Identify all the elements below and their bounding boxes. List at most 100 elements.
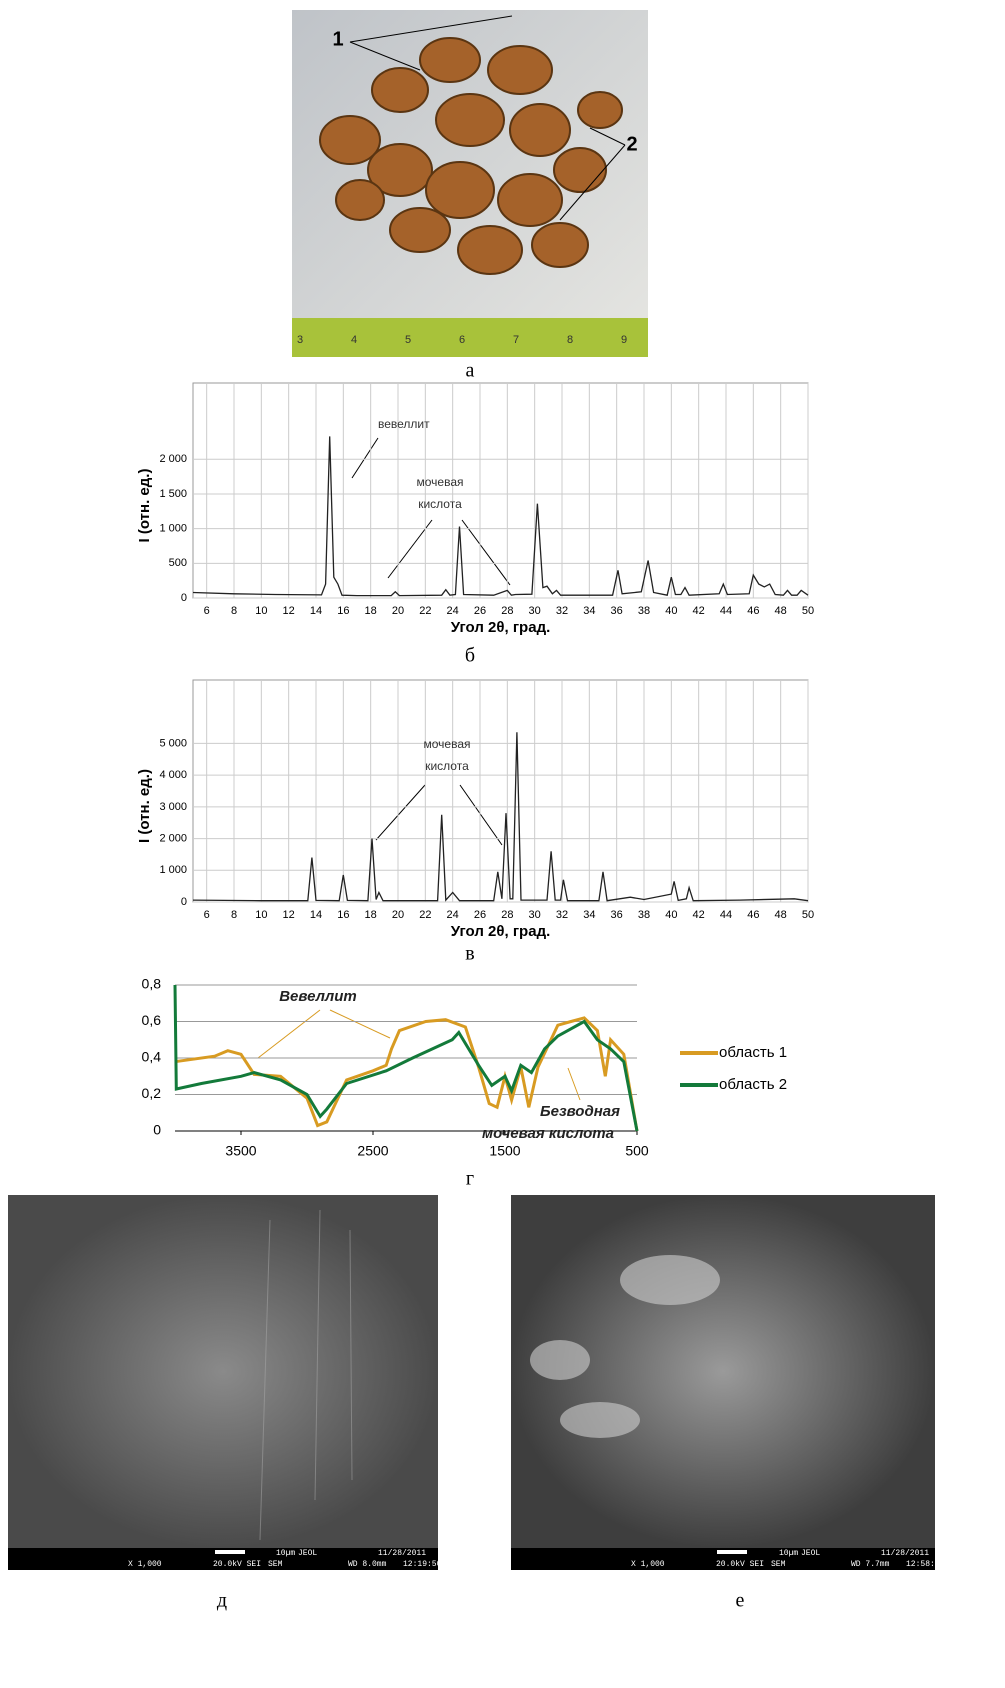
plot-frame bbox=[193, 383, 808, 598]
x-tick-label: 30 bbox=[529, 605, 541, 617]
x-tick-label: 32 bbox=[556, 909, 568, 921]
x-tick-label: 3500 bbox=[225, 1143, 256, 1159]
sem-info: WD 8.0mm bbox=[348, 1560, 387, 1569]
sem-images bbox=[8, 1195, 935, 1570]
x-tick-label: 40 bbox=[665, 909, 677, 921]
y-tick-label: 2 000 bbox=[159, 832, 187, 844]
photo bbox=[292, 10, 648, 357]
panel-caption: д bbox=[217, 1590, 227, 1612]
panel-caption: а bbox=[466, 360, 475, 382]
panel-caption: в bbox=[465, 943, 474, 965]
ruler-number: 8 bbox=[567, 334, 573, 346]
annotation: мочевая bbox=[417, 475, 464, 489]
x-tick-label: 6 bbox=[204, 605, 210, 617]
sem-info: 10µm bbox=[779, 1549, 798, 1558]
x-tick-label: 1500 bbox=[489, 1143, 520, 1159]
y-tick-label: 3 000 bbox=[159, 801, 187, 813]
sem-info: 11/28/2011 bbox=[881, 1549, 929, 1558]
y-tick-label: 500 bbox=[169, 557, 187, 569]
sem-info: 10µm bbox=[276, 1549, 295, 1558]
x-tick-label: 48 bbox=[775, 909, 787, 921]
page: {"figure":{"captions":["а","б","в","г","… bbox=[0, 0, 1005, 1688]
x-tick-label: 8 bbox=[231, 605, 237, 617]
legend-label: область 1 bbox=[719, 1044, 787, 1061]
x-tick-label: 28 bbox=[501, 909, 513, 921]
x-tick-label: 42 bbox=[693, 605, 705, 617]
y-axis-label: I (отн. ед.) bbox=[136, 769, 153, 843]
sem-info: X 1,000 bbox=[128, 1560, 162, 1569]
x-tick-label: 34 bbox=[583, 605, 595, 617]
sem-info: WD 7.7mm bbox=[851, 1560, 890, 1569]
x-tick-label: 2500 bbox=[357, 1143, 388, 1159]
y-tick-label: 1 500 bbox=[159, 488, 187, 500]
panel-caption: г bbox=[466, 1168, 474, 1190]
x-tick-label: 16 bbox=[337, 605, 349, 617]
panel-caption: е bbox=[736, 1590, 745, 1612]
sem-info: 11/28/2011 bbox=[378, 1549, 426, 1558]
x-tick-label: 10 bbox=[255, 605, 267, 617]
figure: абвгде123456789X 1,00020.0kV SEISEM10µmJ… bbox=[0, 0, 1005, 1688]
x-tick-label: 44 bbox=[720, 605, 732, 617]
x-tick-label: 16 bbox=[337, 909, 349, 921]
y-axis-label: I (отн. ед.) bbox=[136, 469, 153, 543]
sem-info: JEOL bbox=[298, 1549, 317, 1558]
marker-label: 1 bbox=[332, 28, 343, 50]
annotation: мочевая bbox=[424, 737, 471, 751]
sem-info: JEOL bbox=[801, 1549, 820, 1558]
x-tick-label: 12 bbox=[283, 909, 295, 921]
y-tick-label: 5 000 bbox=[159, 737, 187, 749]
x-tick-label: 40 bbox=[665, 605, 677, 617]
annotation: Вевеллит bbox=[279, 988, 357, 1005]
y-tick-label: 0 bbox=[181, 896, 187, 908]
x-tick-label: 38 bbox=[638, 909, 650, 921]
y-tick-label: 0,2 bbox=[142, 1085, 162, 1101]
x-tick-label: 20 bbox=[392, 605, 404, 617]
annotation: вевеллит bbox=[378, 417, 430, 431]
ruler-number: 6 bbox=[459, 334, 465, 346]
y-tick-label: 0,8 bbox=[142, 976, 162, 992]
y-tick-label: 4 000 bbox=[159, 769, 187, 781]
sem-info: SEM bbox=[268, 1560, 283, 1569]
data-line bbox=[193, 732, 808, 900]
x-tick-label: 28 bbox=[501, 605, 513, 617]
annotation: кислота bbox=[418, 497, 462, 511]
x-tick-label: 30 bbox=[529, 909, 541, 921]
y-tick-label: 0 bbox=[153, 1122, 161, 1138]
x-tick-label: 26 bbox=[474, 909, 486, 921]
plot-frame bbox=[193, 680, 808, 902]
y-tick-label: 0,6 bbox=[142, 1012, 162, 1028]
x-tick-label: 22 bbox=[419, 605, 431, 617]
marker-label: 2 bbox=[626, 133, 637, 155]
x-tick-label: 6 bbox=[204, 909, 210, 921]
x-tick-label: 36 bbox=[611, 605, 623, 617]
annotation: кислота bbox=[425, 759, 469, 773]
x-tick-label: 46 bbox=[747, 909, 759, 921]
x-tick-label: 24 bbox=[447, 909, 459, 921]
ruler-number: 4 bbox=[351, 334, 357, 346]
ruler-number: 7 bbox=[513, 334, 519, 346]
sem-info: X 1,000 bbox=[631, 1560, 665, 1569]
x-tick-label: 20 bbox=[392, 909, 404, 921]
x-tick-label: 44 bbox=[720, 909, 732, 921]
y-tick-label: 1 000 bbox=[159, 523, 187, 535]
ruler-number: 5 bbox=[405, 334, 411, 346]
panel-caption: б bbox=[465, 645, 475, 667]
x-tick-label: 26 bbox=[474, 605, 486, 617]
sem-info: 12:19:50 bbox=[403, 1560, 442, 1569]
x-tick-label: 12 bbox=[283, 605, 295, 617]
x-tick-label: 14 bbox=[310, 909, 322, 921]
x-tick-label: 18 bbox=[365, 909, 377, 921]
ruler-number: 9 bbox=[621, 334, 627, 346]
x-axis-label: Угол 2θ, град. bbox=[451, 619, 551, 636]
x-tick-label: 32 bbox=[556, 605, 568, 617]
annotation: мочевая кислота bbox=[482, 1125, 614, 1142]
x-tick-label: 24 bbox=[447, 605, 459, 617]
y-tick-label: 0,4 bbox=[142, 1049, 162, 1065]
x-tick-label: 34 bbox=[583, 909, 595, 921]
y-tick-label: 2 000 bbox=[159, 453, 187, 465]
x-tick-label: 50 bbox=[802, 909, 814, 921]
sem-info: SEM bbox=[771, 1560, 786, 1569]
sem-info: 20.0kV SEI bbox=[213, 1560, 261, 1569]
x-tick-label: 48 bbox=[775, 605, 787, 617]
legend-label: область 2 bbox=[719, 1076, 787, 1093]
